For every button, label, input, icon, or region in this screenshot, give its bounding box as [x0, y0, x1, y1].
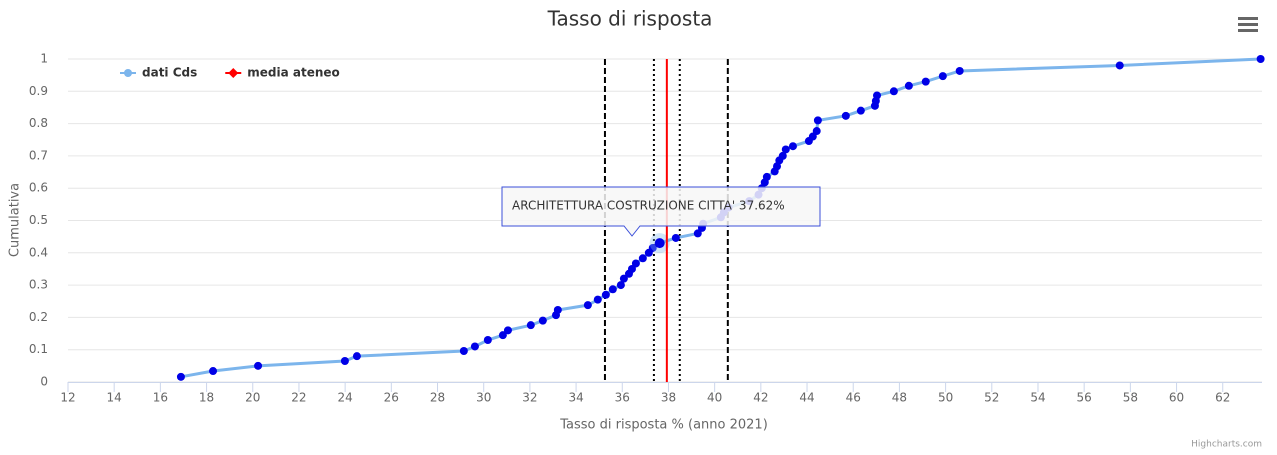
- legend-marker: [228, 68, 239, 78]
- x-tick-label: 28: [430, 391, 445, 405]
- point: [654, 238, 665, 249]
- point: [671, 233, 680, 242]
- point: [254, 361, 263, 370]
- point: [526, 321, 535, 330]
- menu-bar[interactable]: [1238, 17, 1258, 20]
- point: [904, 81, 913, 90]
- point: [873, 91, 882, 100]
- legend-label[interactable]: dati Cds: [142, 66, 197, 80]
- point: [601, 290, 610, 299]
- y-tick-label: 1: [40, 52, 48, 66]
- x-tick-label: 46: [846, 391, 861, 405]
- menu-bar[interactable]: [1238, 29, 1258, 32]
- point: [619, 274, 628, 283]
- menu-button[interactable]: [1238, 17, 1258, 32]
- point: [470, 342, 479, 351]
- x-tick-label: 20: [245, 391, 260, 405]
- point: [812, 127, 821, 136]
- x-tick-label: 40: [707, 391, 722, 405]
- x-tick-label: 54: [1030, 391, 1045, 405]
- x-tick-label: 48: [892, 391, 907, 405]
- chart-title: Tasso di risposta: [547, 7, 713, 31]
- point: [340, 357, 349, 366]
- point: [553, 305, 562, 314]
- point: [762, 172, 771, 181]
- x-tick-label: 26: [384, 391, 399, 405]
- point: [503, 326, 512, 335]
- x-tick-label: 16: [153, 391, 168, 405]
- x-tick-label: 18: [199, 391, 214, 405]
- y-tick-label: 0.4: [29, 245, 48, 259]
- point: [483, 336, 492, 345]
- point: [813, 116, 822, 125]
- x-tick-label: 22: [291, 391, 306, 405]
- y-tick-label: 0.3: [29, 278, 48, 292]
- x-tick-label: 32: [522, 391, 537, 405]
- point: [352, 352, 361, 361]
- menu-bar[interactable]: [1238, 23, 1258, 26]
- point: [788, 142, 797, 151]
- y-tick-label: 0: [40, 375, 48, 389]
- x-tick-label: 62: [1215, 391, 1230, 405]
- point: [538, 316, 547, 325]
- y-tick-label: 0.8: [29, 116, 48, 130]
- point: [693, 229, 702, 238]
- point: [593, 295, 602, 304]
- point: [631, 259, 640, 268]
- point: [638, 254, 647, 263]
- point: [616, 281, 625, 290]
- point: [921, 77, 930, 86]
- x-tick-label: 56: [1077, 391, 1092, 405]
- point: [648, 243, 657, 252]
- x-axis-title: Tasso di risposta % (anno 2021): [559, 418, 768, 433]
- point: [856, 106, 865, 115]
- point: [608, 285, 617, 294]
- point: [583, 301, 592, 310]
- point: [459, 346, 468, 355]
- x-tick-label: 34: [568, 391, 583, 405]
- point: [889, 87, 898, 96]
- x-tick-label: 12: [60, 391, 75, 405]
- x-tick-label: 52: [984, 391, 999, 405]
- point: [1256, 55, 1265, 63]
- point: [841, 111, 850, 120]
- point: [778, 151, 787, 160]
- x-tick-label: 60: [1169, 391, 1184, 405]
- x-tick-label: 36: [615, 391, 630, 405]
- y-tick-label: 0.6: [29, 181, 48, 195]
- y-tick-label: 0.5: [29, 213, 48, 227]
- x-tick-label: 24: [337, 391, 352, 405]
- x-tick-label: 30: [476, 391, 491, 405]
- y-tick-label: 0.9: [29, 84, 48, 98]
- x-tick-label: 38: [661, 391, 676, 405]
- legend-marker: [124, 69, 132, 77]
- point: [955, 66, 964, 75]
- point: [1115, 61, 1124, 70]
- y-tick-label: 0.1: [29, 342, 48, 356]
- point: [209, 367, 218, 376]
- x-tick-label: 58: [1123, 391, 1138, 405]
- y-tick-label: 0.7: [29, 148, 48, 162]
- x-tick-label: 44: [799, 391, 814, 405]
- tooltip-text: ARCHITETTURA COSTRUZIONE CITTA' 37.62%: [512, 199, 785, 213]
- x-tick-label: 42: [753, 391, 768, 405]
- tooltip-box: [501, 186, 821, 237]
- point: [938, 72, 947, 81]
- y-tick-label: 0.2: [29, 310, 48, 324]
- point: [176, 372, 185, 381]
- point: [498, 331, 507, 340]
- y-axis-title: Cumulativa: [8, 183, 23, 257]
- legend-label[interactable]: media ateneo: [247, 66, 340, 80]
- x-tick-label: 14: [107, 391, 122, 405]
- point: [781, 145, 790, 154]
- x-tick-label: 50: [938, 391, 953, 405]
- credits[interactable]: Highcharts.com: [1191, 440, 1262, 450]
